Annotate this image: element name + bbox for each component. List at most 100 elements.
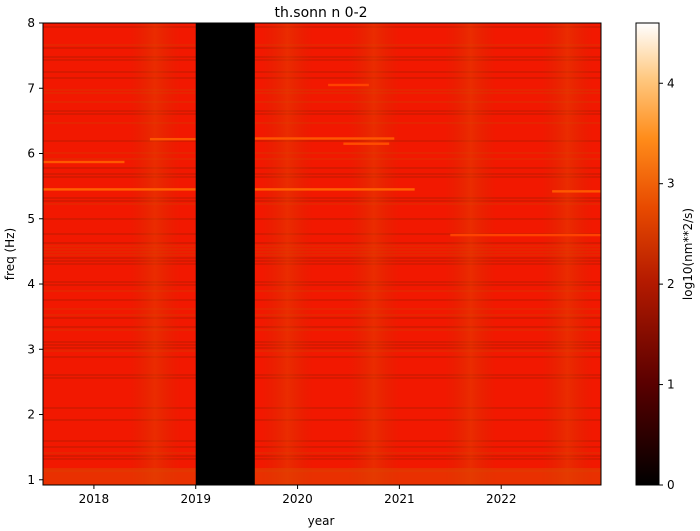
heatmap-seasonal-zone <box>348 23 400 485</box>
heatmap-band <box>43 77 601 79</box>
heatmap-band <box>43 440 601 442</box>
heatmap-band <box>43 242 601 244</box>
y-tick-label: 4 <box>27 277 35 291</box>
plot-area <box>42 22 602 486</box>
heatmap-band <box>43 152 601 154</box>
spectral-line <box>43 160 125 164</box>
spectral-line <box>450 233 601 237</box>
heatmap-band <box>43 26 601 28</box>
heatmap-band <box>43 140 601 142</box>
heatmap-band <box>43 344 601 346</box>
heatmap-band <box>43 350 601 352</box>
heatmap-band <box>43 251 601 253</box>
heatmap-band <box>43 158 601 160</box>
heatmap-band <box>43 299 601 301</box>
colorbar-tick-label: 0 <box>667 478 675 492</box>
heatmap-band <box>43 347 601 349</box>
heatmap-band <box>43 200 601 202</box>
heatmap-seasonal-zone <box>541 23 593 485</box>
spectral-line <box>254 137 395 140</box>
x-tick-label: 2019 <box>180 492 211 506</box>
chart-title: th.sonn n 0-2 <box>274 5 367 21</box>
heatmap-seasonal-zone <box>445 23 497 485</box>
heatmap-band <box>43 56 601 58</box>
y-tick-label: 1 <box>27 473 35 487</box>
heatmap-band <box>43 374 601 376</box>
colorbar-ticks: 0 1 2 3 4 <box>659 76 675 492</box>
heatmap-band <box>43 257 601 259</box>
heatmap-seasonal-zone <box>261 23 313 485</box>
heatmap-low-freq-band <box>43 468 601 485</box>
y-tick-label: 6 <box>27 147 35 161</box>
heatmap-lines <box>43 83 601 237</box>
heatmap-band <box>43 446 601 448</box>
y-axis: 1 2 3 4 5 6 7 8 <box>27 16 43 487</box>
y-tick-label: 3 <box>27 342 35 356</box>
x-tick-label: 2021 <box>384 492 415 506</box>
heatmap-seasonal-zone <box>129 23 181 485</box>
heatmap-band <box>43 197 601 199</box>
heatmap-band <box>43 113 601 115</box>
heatmap-band <box>43 317 601 319</box>
heatmap-band <box>43 326 601 328</box>
plot-frame <box>42 22 602 486</box>
heatmap-band <box>43 314 601 316</box>
colorbar-tick-label: 1 <box>667 378 675 392</box>
heatmap-band <box>43 233 601 235</box>
heatmap-gaps <box>195 23 255 485</box>
heatmap-bands <box>43 23 601 485</box>
spectral-line <box>552 190 601 193</box>
heatmap-band <box>43 377 601 379</box>
heatmap-band <box>43 218 601 220</box>
heatmap-band <box>43 263 601 265</box>
heatmap-band <box>43 89 601 91</box>
colorbar-tick-label: 4 <box>667 76 675 90</box>
y-tick-label: 7 <box>27 81 35 95</box>
heatmap-band <box>43 110 601 112</box>
heatmap-band <box>43 203 601 205</box>
heatmap-band <box>43 245 601 247</box>
spectral-line <box>149 137 196 141</box>
y-tick-label: 5 <box>27 212 35 226</box>
heatmap-band <box>43 92 601 94</box>
spectral-line <box>328 83 369 87</box>
spectral-line <box>343 142 390 145</box>
heatmap-band <box>43 248 601 250</box>
spectral-line <box>254 188 415 191</box>
y-tick-label: 2 <box>27 408 35 422</box>
heatmap-band <box>43 419 601 421</box>
heatmap-band <box>43 59 601 61</box>
y-tick-label: 8 <box>27 16 35 30</box>
colorbar-gradient <box>635 22 660 486</box>
heatmap-band <box>43 455 601 457</box>
heatmap-band <box>43 167 601 169</box>
heatmap-band <box>43 122 601 124</box>
heatmap-band <box>43 458 601 460</box>
heatmap-band <box>43 173 601 175</box>
x-tick-label: 2022 <box>486 492 517 506</box>
x-axis-label: year <box>308 514 335 528</box>
colorbar-label: log10(nm**2/s) <box>681 208 695 300</box>
heatmap-band <box>43 44 601 46</box>
x-tick-label: 2018 <box>79 492 110 506</box>
heatmap-band <box>43 308 601 310</box>
heatmap-band <box>43 281 601 283</box>
heatmap-band <box>43 101 601 103</box>
heatmap-band <box>43 260 601 262</box>
heatmap-band <box>43 47 601 49</box>
colorbar-tick-label: 3 <box>667 177 675 191</box>
heatmap-band <box>43 290 601 292</box>
colorbar: 0 1 2 3 4 log10(nm**2/s) <box>635 22 695 492</box>
spectral-line <box>43 188 196 191</box>
heatmap-band <box>43 407 601 409</box>
heatmap-band <box>43 341 601 343</box>
heatmap-band <box>43 176 601 178</box>
colorbar-tick-label: 2 <box>667 277 675 291</box>
heatmap-band <box>43 356 601 358</box>
heatmap-band <box>43 284 601 286</box>
data-gap <box>195 23 255 485</box>
y-axis-label: freq (Hz) <box>3 228 17 280</box>
x-axis: 2018 2019 2020 2021 2022 <box>79 485 517 506</box>
x-tick-label: 2020 <box>282 492 313 506</box>
